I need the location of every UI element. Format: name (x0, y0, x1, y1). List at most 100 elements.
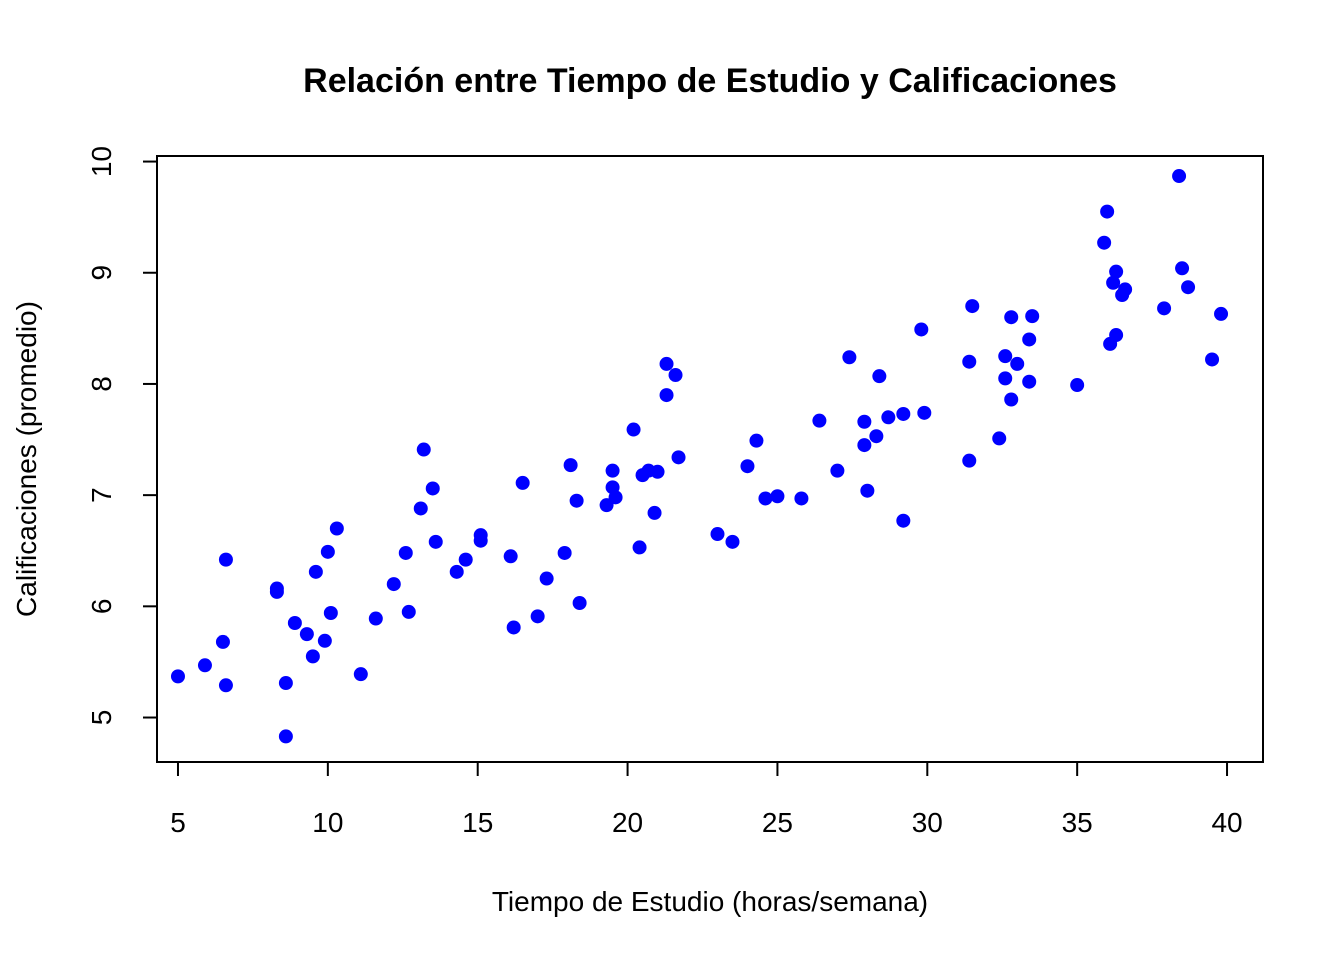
data-point (881, 410, 896, 425)
data-point (386, 577, 401, 592)
data-point (962, 354, 977, 369)
x-tick-label-35: 35 (1062, 807, 1093, 838)
data-point (992, 431, 1007, 446)
data-point (770, 489, 785, 504)
data-point (608, 490, 623, 505)
x-tick-label-40: 40 (1211, 807, 1242, 838)
data-point (896, 406, 911, 421)
data-point (872, 369, 887, 384)
data-point (725, 534, 740, 549)
data-point (626, 422, 641, 437)
data-point (671, 450, 686, 465)
data-point (794, 491, 809, 506)
x-tick-label-15: 15 (462, 807, 493, 838)
data-point (557, 545, 572, 560)
data-point (830, 463, 845, 478)
x-tick-label-25: 25 (762, 807, 793, 838)
data-point (563, 458, 578, 473)
data-point (323, 606, 338, 621)
data-point (530, 609, 545, 624)
data-point (317, 633, 332, 648)
data-point (539, 571, 554, 586)
y-tick-label-5: 5 (86, 710, 117, 726)
data-point (1181, 280, 1196, 295)
data-point (425, 481, 440, 496)
data-point (1004, 310, 1019, 325)
chart-title: Relación entre Tiempo de Estudio y Calif… (303, 62, 1117, 100)
data-point (812, 413, 827, 428)
data-point (668, 368, 683, 383)
data-point (860, 483, 875, 498)
x-axis: 5 10 15 20 25 30 35 40 (170, 761, 1243, 838)
data-point (413, 501, 428, 516)
data-point (368, 611, 383, 626)
data-point (1106, 275, 1121, 290)
data-point (740, 459, 755, 474)
data-point (998, 371, 1013, 386)
data-point (1109, 264, 1124, 279)
data-point (1010, 356, 1025, 371)
data-point (320, 544, 335, 559)
data-point (1172, 169, 1187, 184)
x-tick-label-5: 5 (170, 807, 186, 838)
y-tick-label-7: 7 (86, 487, 117, 503)
data-point (503, 549, 518, 564)
y-tick-label-6: 6 (86, 599, 117, 615)
y-axis: 5 6 7 8 9 10 (86, 146, 158, 726)
data-point (1097, 235, 1112, 250)
data-point (269, 584, 284, 599)
data-point (1022, 332, 1037, 347)
data-point (353, 667, 368, 682)
data-point (329, 521, 344, 536)
data-point (1025, 309, 1040, 324)
data-point (299, 627, 314, 642)
data-point (569, 493, 584, 508)
data-point (632, 540, 647, 555)
data-point (1175, 261, 1190, 276)
data-point (917, 405, 932, 420)
data-point (1022, 374, 1037, 389)
data-point (506, 620, 521, 635)
data-point (1100, 204, 1115, 219)
data-point (749, 433, 764, 448)
data-point (572, 595, 587, 610)
data-point (869, 429, 884, 444)
data-points (170, 169, 1229, 744)
data-point (758, 491, 773, 506)
data-point (659, 388, 674, 403)
data-point (401, 604, 416, 619)
x-tick-label-30: 30 (912, 807, 943, 838)
data-point (998, 349, 1013, 364)
data-point (857, 438, 872, 453)
data-point (650, 464, 665, 479)
data-point (1157, 301, 1172, 316)
y-tick-label-10: 10 (86, 146, 117, 177)
x-tick-label-20: 20 (612, 807, 643, 838)
data-point (965, 299, 980, 314)
data-point (896, 513, 911, 528)
data-point (914, 322, 929, 337)
data-point (659, 356, 674, 371)
x-axis-label: Tiempo de Estudio (horas/semana) (492, 886, 928, 917)
data-point (1004, 392, 1019, 407)
y-tick-label-9: 9 (86, 265, 117, 281)
y-tick-label-8: 8 (86, 376, 117, 392)
data-point (647, 505, 662, 520)
data-point (962, 453, 977, 468)
data-point (218, 552, 233, 567)
data-point (170, 669, 185, 684)
data-point (428, 534, 443, 549)
data-point (416, 442, 431, 457)
data-point (305, 649, 320, 664)
data-point (308, 564, 323, 579)
data-point (287, 616, 302, 631)
data-point (458, 552, 473, 567)
plot-frame (156, 155, 1264, 763)
y-axis-label: Calificaciones (promedio) (11, 301, 42, 617)
data-point (710, 527, 725, 542)
data-point (1214, 306, 1229, 321)
x-tick-label-10: 10 (312, 807, 343, 838)
data-point (215, 634, 230, 649)
data-point (218, 678, 233, 693)
